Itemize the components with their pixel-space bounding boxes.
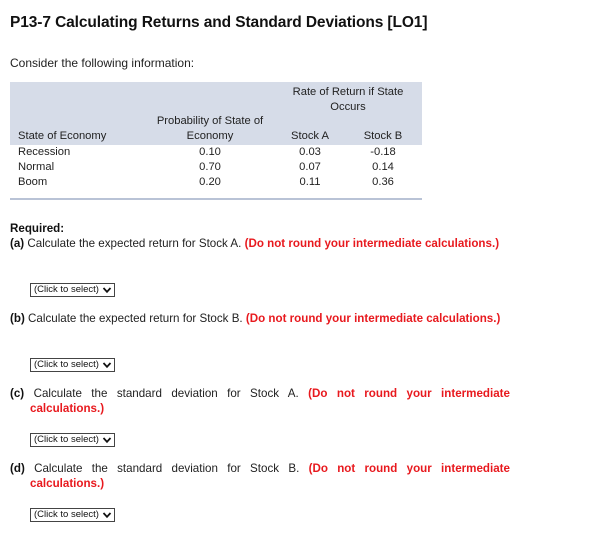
answer-select-b[interactable]: (Click to select) (30, 358, 115, 372)
rounding-note: (Do not round your intermediate calculat… (30, 462, 510, 490)
answer-select-d[interactable]: (Click to select) (30, 508, 115, 522)
question-a: (a) Calculate the expected return for St… (10, 236, 510, 251)
select-value: (Click to select) (34, 359, 99, 370)
select-value: (Click to select) (34, 509, 99, 520)
select-value: (Click to select) (34, 434, 99, 445)
chevron-down-icon (102, 512, 112, 519)
stock-a-header: Stock A (291, 130, 329, 142)
intro-text: Consider the following information: (10, 56, 195, 70)
select-value: (Click to select) (34, 284, 99, 295)
required-heading: Required: (10, 222, 65, 235)
table-bottom-rule (10, 198, 422, 200)
chevron-down-icon (102, 287, 112, 294)
answer-select-a[interactable]: (Click to select) (30, 283, 115, 297)
table-header-background (10, 82, 422, 146)
row-recession-state: Recession (18, 146, 71, 158)
question-label: (c) (10, 387, 25, 400)
chevron-down-icon (102, 437, 112, 444)
state-of-economy-header: State of Economy (18, 130, 107, 142)
question-label: (a) (10, 237, 25, 250)
probability-header-line2: Economy (186, 130, 234, 142)
row-boom-stock-a: 0.11 (299, 176, 321, 188)
page-title: P13-7 Calculating Returns and Standard D… (10, 14, 428, 31)
returns-table: Rate of Return if State Occurs Probabili… (10, 82, 422, 200)
question-d: (d) Calculate the standard deviation for… (10, 461, 510, 491)
chevron-down-icon (102, 362, 112, 369)
stock-b-header: Stock B (363, 130, 403, 142)
row-normal-stock-b: 0.14 (372, 161, 394, 173)
row-normal-prob: 0.70 (199, 161, 221, 173)
question-b: (b) Calculate the expected return for St… (10, 311, 510, 326)
row-recession-stock-b: -0.18 (370, 146, 396, 158)
row-normal-state: Normal (18, 161, 55, 173)
row-boom-state: Boom (18, 176, 48, 188)
row-recession-prob: 0.10 (199, 146, 221, 158)
question-text: Calculate the expected return for Stock … (28, 312, 243, 325)
question-text: Calculate the standard deviation for Sto… (34, 462, 300, 475)
question-label: (b) (10, 312, 25, 325)
question-label: (d) (10, 462, 25, 475)
question-text: Calculate the standard deviation for Sto… (33, 387, 299, 400)
rate-of-return-group-header: Rate of Return if State Occurs (292, 86, 404, 113)
answer-select-c[interactable]: (Click to select) (30, 433, 115, 447)
row-boom-prob: 0.20 (199, 176, 221, 188)
probability-header-line1: Probability of State of (156, 115, 264, 127)
row-boom-stock-b: 0.36 (372, 176, 394, 188)
row-normal-stock-a: 0.07 (299, 161, 321, 173)
row-recession-stock-a: 0.03 (299, 146, 321, 158)
rounding-note: (Do not round your intermediate calculat… (245, 312, 501, 325)
rounding-note: (Do not round your intermediate calculat… (30, 387, 510, 415)
question-c: (c) Calculate the standard deviation for… (10, 386, 510, 416)
row-divider (10, 145, 422, 146)
question-text: Calculate the expected return for Stock … (27, 237, 242, 250)
rounding-note: (Do not round your intermediate calculat… (244, 237, 500, 250)
